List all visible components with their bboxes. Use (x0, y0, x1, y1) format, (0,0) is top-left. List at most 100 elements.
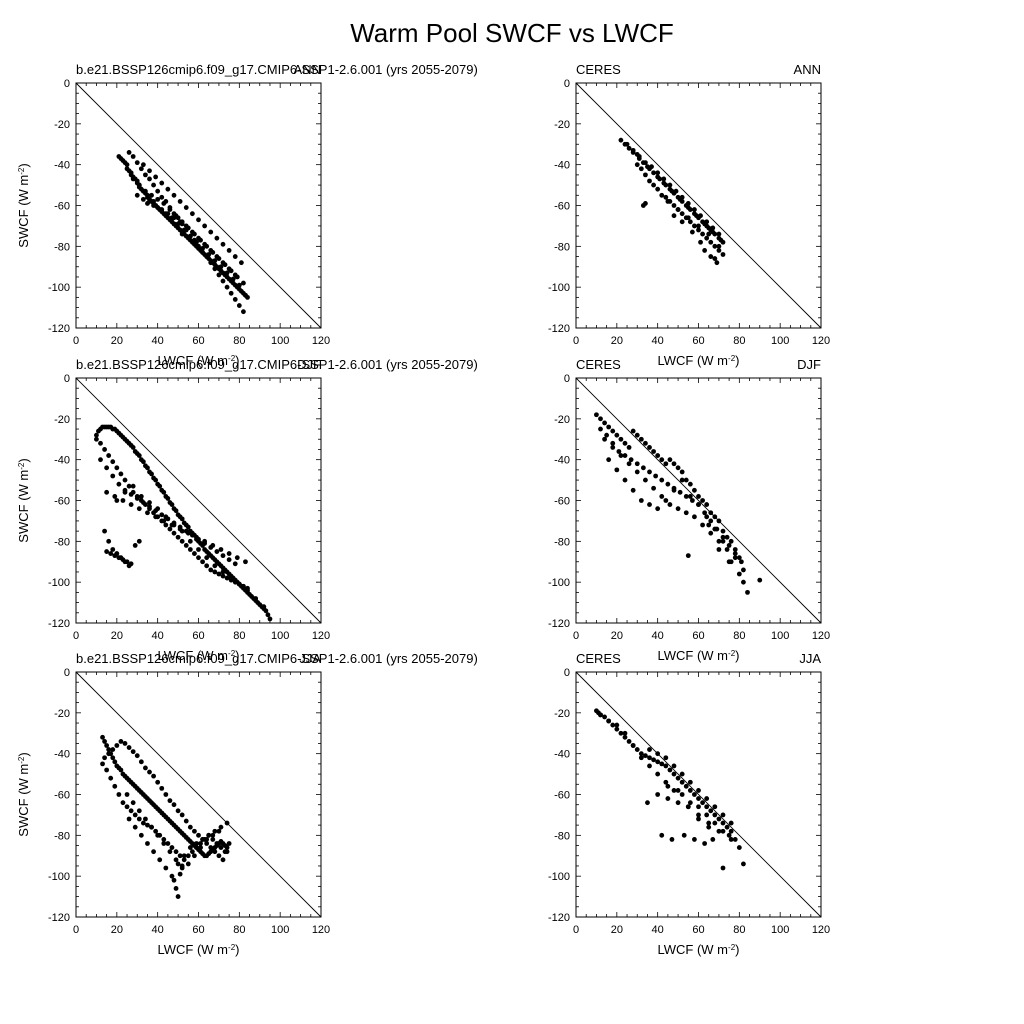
data-point (692, 792, 697, 797)
data-point (663, 779, 669, 785)
panels: 0 20 40 60 80 100 1200-20-40-60-80-100-120b.e2… (16, 62, 830, 957)
data-point (724, 534, 730, 540)
data-point (163, 522, 169, 528)
data-point (163, 865, 169, 871)
data-point (643, 477, 648, 483)
data-point (94, 436, 99, 442)
panel-left-label: b.e21.BSSP126cmip6.f09_g17.CMIP6-SSP1-2.… (76, 62, 478, 77)
data-point (630, 743, 636, 748)
x-tick-label: 120 (312, 630, 330, 642)
scatter-panel: 0 20 40 60 80 100 120 0 -20 -40 -60 -80 -100 -120 b.e2… (16, 651, 478, 957)
x-tick-label: 60 (192, 335, 204, 347)
data-point (706, 522, 712, 528)
data-point (187, 233, 193, 239)
data-point (716, 248, 722, 253)
x-tick-label: 0 (73, 335, 79, 347)
scatter-panel: 0 20 40 60 80 100 120 0 -20 -40 -60 -80 -100 -120 b.e2… (16, 62, 478, 368)
y-tick-label: 0 (564, 373, 570, 385)
data-point (192, 853, 197, 859)
data-point (663, 498, 669, 503)
data-point (692, 514, 697, 520)
y-axis-label: SWCF (W m-2) (16, 163, 31, 247)
y-tick-label: -40 (554, 749, 570, 761)
data-point (267, 616, 273, 622)
data-point (732, 555, 738, 561)
data-point (200, 245, 205, 251)
scatter-panel: 0 20 40 60 80 100 120 0 -20 -40 -60 -80 -100 -120 b.e2… (16, 357, 478, 663)
x-tick-label: 40 (652, 630, 664, 642)
data-point (687, 788, 693, 793)
data-point (741, 861, 746, 867)
data-point (712, 243, 718, 249)
data-point (126, 745, 132, 750)
data-point (224, 270, 230, 276)
data-point (208, 567, 214, 573)
data-point (706, 231, 712, 237)
data-point (136, 538, 142, 544)
data-point (669, 837, 675, 842)
reference-line (575, 82, 822, 329)
data-point (720, 528, 726, 534)
data-point (712, 526, 718, 532)
data-point (138, 759, 144, 765)
data-point (720, 812, 726, 818)
scatter-panel: 0 20 40 60 80 100 120 0 -20 -40 -60 -80 -100 -120 CERE… (548, 651, 830, 957)
data-point (679, 779, 685, 785)
y-tick-label: 0 (64, 373, 70, 385)
data-point (130, 749, 136, 755)
data-point (236, 581, 242, 587)
x-tick-label: 100 (771, 924, 789, 936)
data-point (659, 832, 665, 838)
data-point (165, 186, 171, 192)
data-point (189, 211, 195, 217)
data-point (696, 223, 701, 229)
data-point (167, 526, 173, 532)
x-tick-label: 60 (192, 630, 204, 642)
data-point (665, 796, 671, 801)
data-point (218, 547, 224, 552)
data-point (173, 886, 179, 891)
y-tick-label: -80 (554, 241, 570, 253)
x-axis-unit-exp: -2 (728, 354, 736, 363)
data-point (104, 767, 110, 773)
data-point (598, 426, 603, 432)
data-point (643, 160, 648, 166)
data-point (112, 783, 118, 789)
x-tick-label: 40 (652, 924, 664, 936)
data-point (720, 820, 726, 826)
data-point (606, 424, 612, 430)
data-point (106, 751, 112, 757)
data-point (171, 215, 177, 221)
x-tick-label: 20 (111, 630, 123, 642)
data-point (704, 796, 710, 801)
x-tick-label: 20 (611, 335, 623, 347)
data-point (626, 145, 632, 151)
x-axis-label-close: ) (735, 648, 739, 663)
data-point (149, 471, 154, 477)
data-point (634, 461, 640, 467)
data-point (708, 239, 714, 245)
data-point (657, 176, 663, 182)
data-point (692, 207, 697, 212)
data-point (134, 753, 140, 759)
data-point (232, 561, 238, 567)
y-tick-label: -40 (54, 455, 70, 467)
y-tick-label: 0 (564, 78, 570, 90)
data-point (104, 743, 110, 748)
data-point (647, 445, 652, 450)
data-point (128, 808, 134, 814)
data-point (110, 755, 116, 761)
data-point (106, 747, 112, 752)
y-tick-label: -40 (54, 160, 70, 172)
data-point (741, 567, 746, 573)
data-point (224, 284, 230, 290)
data-point (243, 559, 248, 565)
data-point (163, 792, 169, 797)
data-point (720, 538, 726, 544)
data-point (706, 820, 712, 826)
data-point (630, 147, 636, 153)
data-point (143, 816, 148, 822)
data-point (651, 182, 656, 188)
data-point (618, 453, 624, 458)
y-tick-label: -100 (48, 871, 70, 883)
